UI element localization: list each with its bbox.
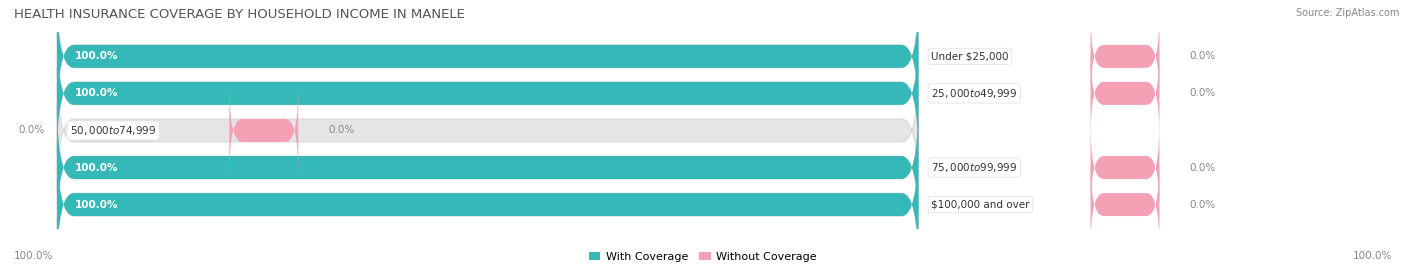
Text: 100.0%: 100.0% [14,251,53,261]
FancyBboxPatch shape [58,31,918,156]
Text: Source: ZipAtlas.com: Source: ZipAtlas.com [1295,8,1399,18]
Text: 100.0%: 100.0% [75,162,118,172]
Text: 100.0%: 100.0% [1353,251,1392,261]
FancyBboxPatch shape [1091,123,1160,212]
Text: HEALTH INSURANCE COVERAGE BY HOUSEHOLD INCOME IN MANELE: HEALTH INSURANCE COVERAGE BY HOUSEHOLD I… [14,8,465,21]
Text: $75,000 to $99,999: $75,000 to $99,999 [931,161,1018,174]
Text: 0.0%: 0.0% [1189,89,1216,98]
Legend: With Coverage, Without Coverage: With Coverage, Without Coverage [585,247,821,266]
FancyBboxPatch shape [58,68,918,193]
Text: 0.0%: 0.0% [1189,51,1216,61]
FancyBboxPatch shape [58,105,918,230]
FancyBboxPatch shape [1091,49,1160,137]
Text: 100.0%: 100.0% [75,200,118,210]
Text: Under $25,000: Under $25,000 [931,51,1008,61]
Text: $25,000 to $49,999: $25,000 to $49,999 [931,87,1018,100]
FancyBboxPatch shape [58,0,918,119]
Text: 100.0%: 100.0% [75,51,118,61]
FancyBboxPatch shape [58,142,918,267]
Text: 0.0%: 0.0% [1189,200,1216,210]
FancyBboxPatch shape [1091,161,1160,249]
Text: 100.0%: 100.0% [75,89,118,98]
FancyBboxPatch shape [58,105,918,230]
FancyBboxPatch shape [58,0,918,119]
Text: 0.0%: 0.0% [1189,162,1216,172]
FancyBboxPatch shape [1091,12,1160,100]
Text: 0.0%: 0.0% [18,125,44,136]
FancyBboxPatch shape [229,86,298,175]
FancyBboxPatch shape [58,31,918,156]
FancyBboxPatch shape [58,142,918,267]
Text: $50,000 to $74,999: $50,000 to $74,999 [70,124,156,137]
Text: $100,000 and over: $100,000 and over [931,200,1029,210]
Text: 0.0%: 0.0% [329,125,354,136]
